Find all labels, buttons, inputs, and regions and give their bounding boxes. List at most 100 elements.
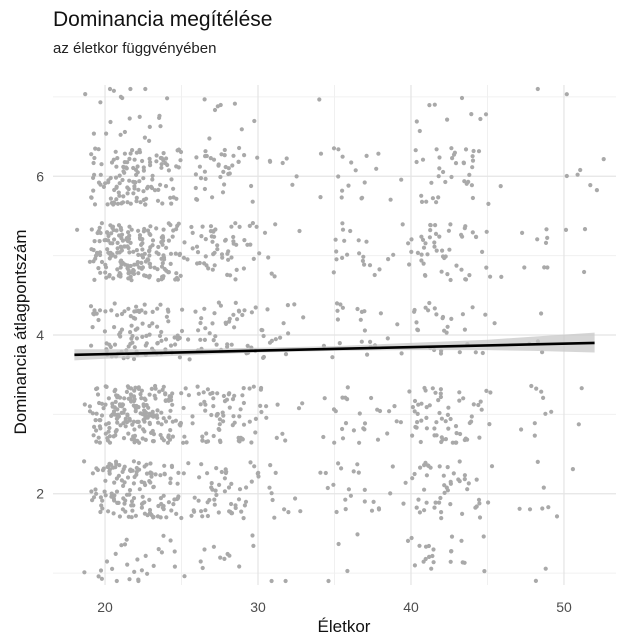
data-point — [439, 509, 444, 515]
data-point — [345, 252, 350, 257]
data-point — [449, 534, 455, 539]
data-point — [126, 344, 131, 349]
data-point — [340, 221, 345, 226]
data-point — [478, 116, 483, 122]
data-point — [150, 409, 155, 414]
data-point — [210, 321, 215, 326]
data-point — [210, 195, 215, 200]
data-point — [476, 402, 481, 408]
data-point — [202, 306, 207, 311]
data-point — [186, 337, 191, 342]
data-point — [425, 252, 430, 257]
data-point — [148, 224, 153, 229]
data-point — [134, 248, 139, 253]
data-point — [97, 440, 102, 445]
data-point — [462, 473, 467, 478]
data-point — [193, 309, 198, 314]
data-point — [99, 221, 104, 226]
data-point — [438, 391, 443, 396]
data-point — [111, 157, 116, 162]
data-point — [240, 437, 245, 442]
data-point — [144, 333, 149, 338]
data-point — [229, 224, 234, 229]
data-point — [168, 261, 173, 266]
data-point — [159, 277, 164, 282]
data-point — [190, 421, 195, 426]
axis-ticks: 20 30 40 50 2 4 6 — [36, 168, 572, 615]
data-point — [281, 321, 286, 326]
data-point — [114, 164, 119, 169]
data-point — [296, 406, 302, 411]
data-point — [95, 386, 100, 391]
data-point — [211, 404, 216, 409]
data-point — [290, 182, 295, 187]
data-point — [241, 422, 247, 427]
data-point — [98, 495, 103, 500]
data-point — [260, 328, 265, 333]
data-point — [205, 439, 211, 444]
data-point — [480, 350, 485, 356]
data-point — [87, 404, 92, 409]
data-point — [446, 405, 451, 410]
data-point — [189, 513, 194, 518]
data-point — [273, 222, 278, 227]
data-point — [97, 418, 102, 423]
data-point — [106, 509, 111, 514]
data-point — [181, 255, 186, 260]
data-point — [92, 239, 97, 244]
data-point — [135, 170, 140, 175]
data-point — [499, 274, 504, 279]
data-point — [108, 223, 113, 228]
data-point — [199, 234, 204, 239]
data-point — [100, 498, 105, 503]
data-point — [401, 501, 406, 506]
data-point — [112, 237, 117, 242]
data-point — [96, 435, 101, 440]
data-point — [422, 487, 427, 492]
data-point — [601, 157, 606, 162]
data-point — [125, 412, 130, 417]
data-point — [220, 255, 225, 260]
data-point — [242, 503, 247, 508]
data-point — [432, 244, 437, 249]
data-point — [166, 221, 171, 226]
data-point — [418, 439, 423, 445]
data-point — [202, 169, 207, 174]
data-point — [247, 386, 252, 391]
data-point — [336, 461, 341, 466]
data-point — [218, 174, 223, 180]
data-point — [165, 307, 170, 312]
data-point — [161, 533, 166, 538]
data-point — [582, 269, 587, 275]
data-point — [97, 239, 102, 244]
data-point — [129, 515, 134, 520]
data-point — [118, 274, 123, 279]
data-point — [119, 404, 125, 409]
data-point — [237, 564, 242, 569]
data-point — [476, 497, 482, 502]
data-point — [175, 496, 180, 501]
data-point — [112, 201, 117, 206]
data-point — [121, 496, 126, 501]
data-point — [215, 247, 220, 252]
data-point — [99, 259, 105, 265]
data-point — [375, 407, 380, 412]
data-point — [469, 112, 474, 117]
data-point — [405, 538, 411, 544]
data-point — [414, 505, 419, 510]
data-point — [111, 511, 116, 516]
data-point — [533, 578, 539, 584]
data-point — [110, 241, 115, 246]
data-point — [147, 138, 152, 143]
data-point — [156, 187, 161, 192]
y-tick-label: 2 — [36, 486, 44, 502]
data-point — [473, 350, 478, 355]
data-point — [226, 257, 231, 262]
data-point — [139, 266, 144, 271]
data-point — [94, 428, 99, 433]
data-point — [179, 515, 184, 521]
data-point — [141, 168, 146, 173]
data-point — [161, 253, 166, 258]
data-point — [126, 431, 131, 436]
data-point — [99, 162, 104, 167]
